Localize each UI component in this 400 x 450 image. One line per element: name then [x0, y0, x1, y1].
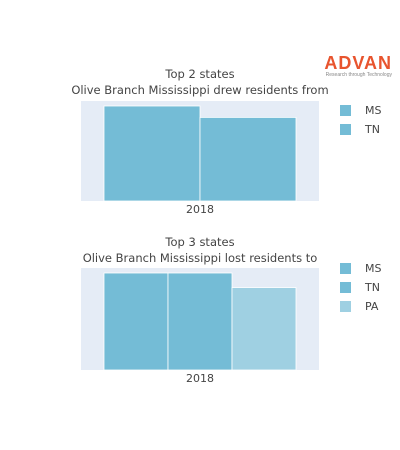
chart-subtitle-2: Olive Branch Mississippi lost residents …	[83, 251, 318, 265]
legend-label-tn-1: TN	[364, 123, 380, 136]
bar-tn-1	[199, 117, 297, 202]
chart-subtitle-1: Olive Branch Mississippi drew residents …	[71, 83, 328, 97]
legend-label-tn-2: TN	[364, 281, 380, 294]
chart-title-2: Top 3 states	[164, 235, 234, 249]
legend-swatch-tn-1	[340, 124, 351, 135]
x-tick-label-1: 2018	[186, 203, 214, 216]
legend-label-pa-2: PA	[365, 300, 379, 313]
brand-name: ADVAN	[324, 53, 392, 73]
brand-tagline: Research through Technology	[325, 72, 392, 78]
advan-logo: ADVAN Research through Technology	[324, 54, 392, 79]
x-tick-label-2: 2018	[186, 372, 214, 385]
legend-swatch-ms-1	[340, 105, 351, 116]
bar-tn-2	[167, 272, 233, 371]
legend-swatch-ms-2	[340, 263, 351, 274]
bar-pa-2	[231, 287, 297, 371]
bar-ms-1	[103, 105, 201, 202]
bar-ms-2	[103, 272, 169, 371]
legend-label-ms-2: MS	[365, 262, 381, 275]
chart-title-1: Top 2 states	[164, 67, 234, 81]
legend-swatch-tn-2	[340, 282, 351, 293]
legend-swatch-pa-2	[340, 301, 351, 312]
legend-label-ms-1: MS	[365, 104, 381, 117]
